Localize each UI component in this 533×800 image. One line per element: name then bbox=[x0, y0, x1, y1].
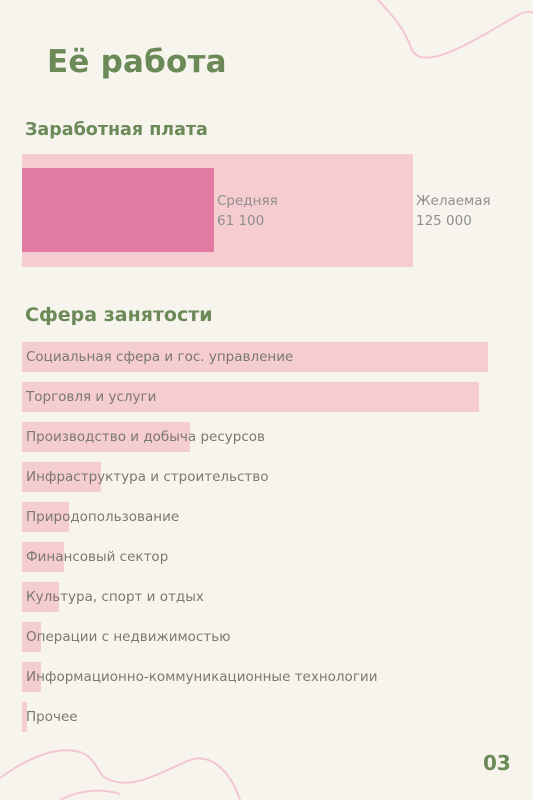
sphere-section-title: Сфера занятости bbox=[25, 304, 213, 326]
sphere-bar bbox=[22, 502, 69, 532]
page-title: Её работа bbox=[47, 44, 227, 80]
sphere-bar-label: Культура, спорт и отдых bbox=[26, 589, 204, 605]
sphere-bar-label: Торговля и услуги bbox=[26, 389, 157, 405]
sphere-bar-label: Природопользование bbox=[26, 509, 180, 525]
sphere-bar bbox=[22, 422, 190, 452]
salary-average-value: 61 100 bbox=[217, 213, 265, 229]
sphere-bar-label: Прочее bbox=[26, 709, 78, 725]
salary-average-bar bbox=[22, 168, 214, 252]
sphere-bar-label: Социальная сфера и гос. управление bbox=[26, 349, 294, 365]
salary-desired-label: Желаемая bbox=[416, 193, 491, 209]
sphere-bar bbox=[22, 342, 488, 372]
sphere-bar bbox=[22, 382, 479, 412]
sphere-bar bbox=[22, 582, 59, 612]
salary-average-label: Средняя bbox=[217, 193, 278, 209]
sphere-bar-label: Операции с недвижимостью bbox=[26, 629, 231, 645]
sphere-bar bbox=[22, 462, 101, 492]
sphere-bar-label: Финансовый сектор bbox=[26, 549, 169, 565]
sphere-bar-label: Инфраструктура и строительство bbox=[26, 469, 269, 485]
sphere-bar-label: Производство и добыча ресурсов bbox=[26, 429, 265, 445]
sphere-bar bbox=[22, 622, 41, 652]
sphere-bar bbox=[22, 702, 27, 732]
salary-section-title: Заработная плата bbox=[25, 120, 208, 140]
page-number: 03 bbox=[483, 751, 511, 775]
sphere-bar bbox=[22, 542, 64, 572]
salary-average-label-group: Средняя 61 100 bbox=[217, 191, 278, 231]
salary-desired-value: 125 000 bbox=[416, 213, 472, 229]
sphere-bar bbox=[22, 662, 41, 692]
sphere-bar-label: Информационно-коммуникационные технологи… bbox=[26, 669, 378, 685]
salary-desired-label-group: Желаемая 125 000 bbox=[416, 191, 491, 231]
